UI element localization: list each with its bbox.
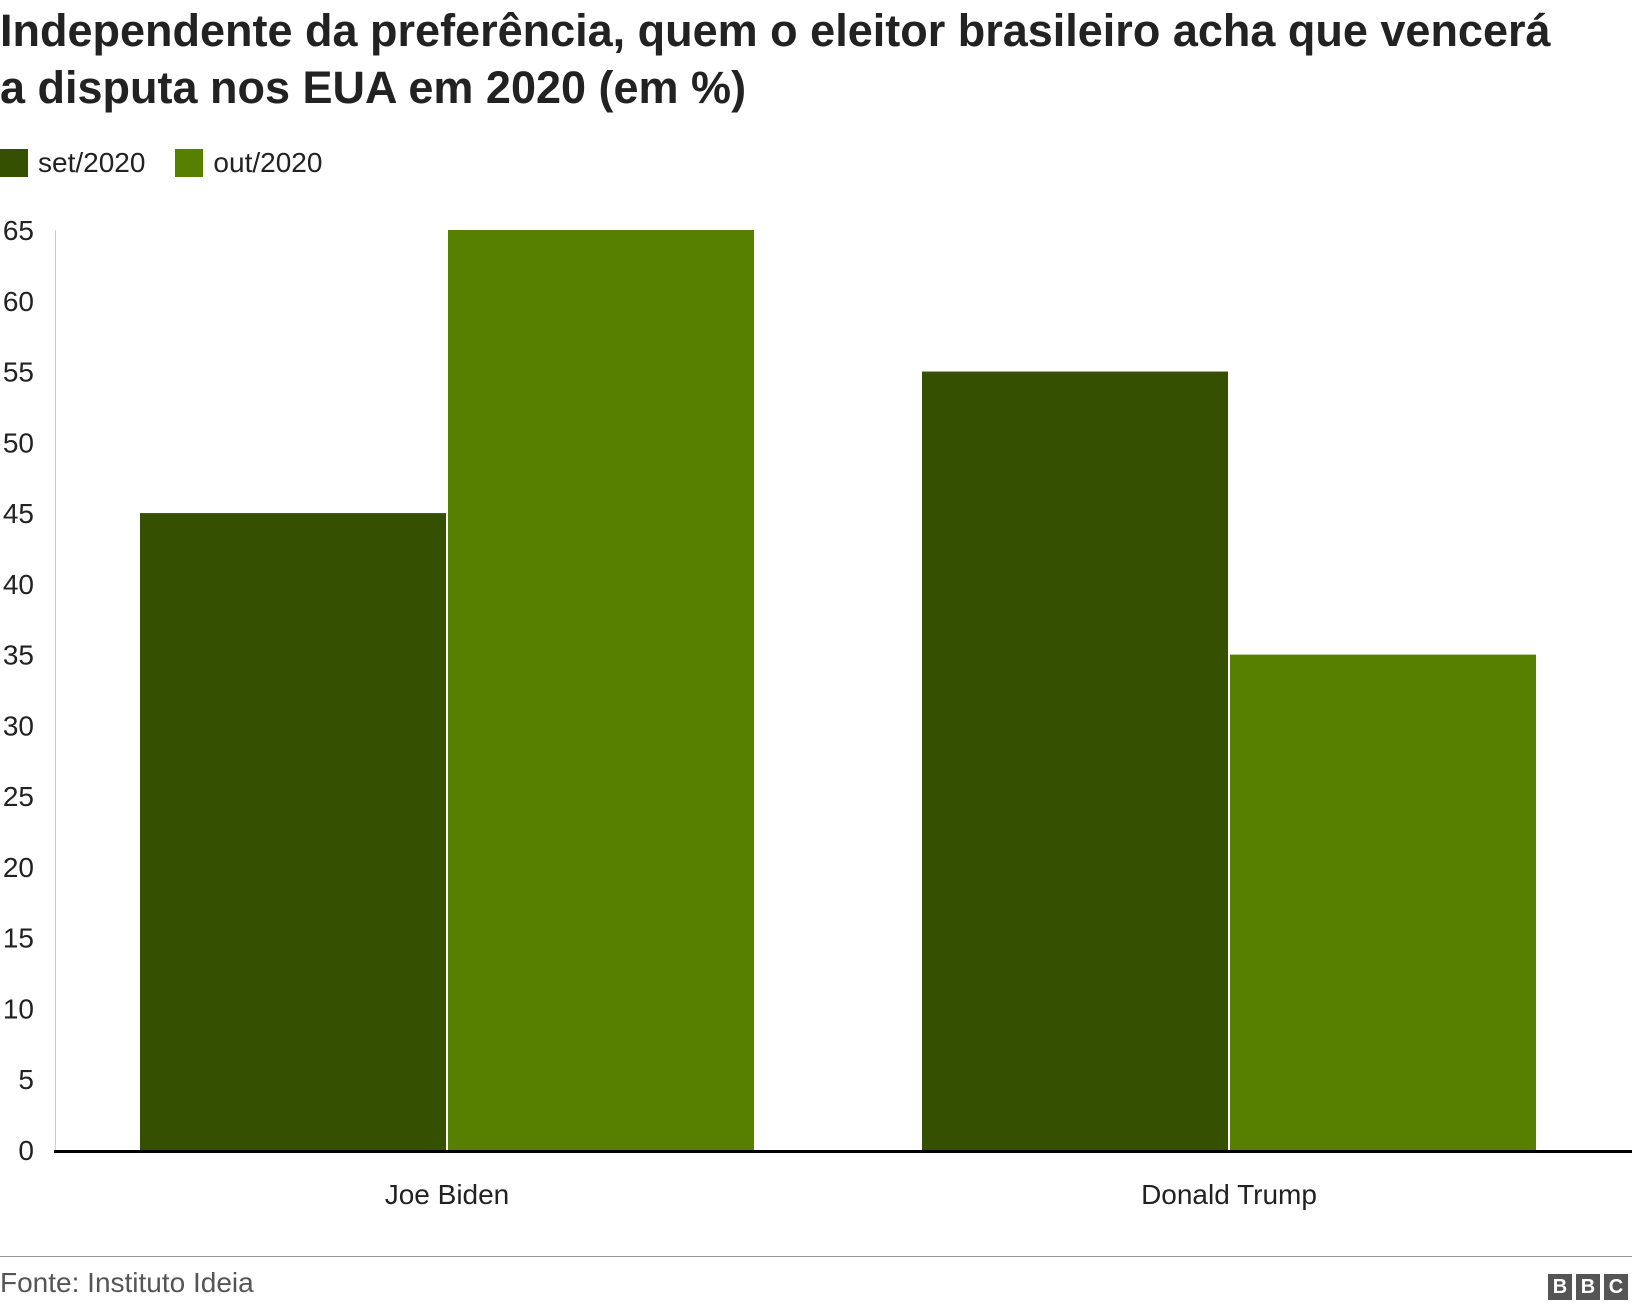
- y-tick-label: 10: [3, 993, 34, 1024]
- footer-divider: [0, 1256, 1632, 1257]
- legend-label-out-2020: out/2020: [213, 147, 323, 178]
- legend-item-out-2020: out/2020: [175, 145, 322, 181]
- y-tick-label: 0: [18, 1135, 34, 1166]
- bar-out-2020-joe-biden: [448, 230, 754, 1150]
- y-tick-label: 60: [3, 286, 34, 317]
- y-tick-label: 50: [3, 427, 34, 458]
- bbc-logo-letter-c: C: [1604, 1274, 1628, 1300]
- legend: set/2020 out/2020: [0, 145, 352, 181]
- legend-swatch-set-2020: [0, 149, 28, 177]
- source-note: Fonte: Instituto Ideia: [0, 1267, 254, 1298]
- y-tick-label: 15: [3, 923, 34, 954]
- y-tick-label: 45: [3, 498, 34, 529]
- bbc-logo-letter-b1: B: [1548, 1274, 1572, 1300]
- bar-set-2020-donald-trump: [922, 371, 1228, 1150]
- y-tick-label: 30: [3, 710, 34, 741]
- bar-out-2020-donald-trump: [1230, 654, 1536, 1150]
- bar-chart: 0 5 10 15 20 25 30 35 40 45 50 55 60 65 Joe Biden Donal…: [3, 215, 1632, 1210]
- y-tick-label: 5: [18, 1064, 34, 1095]
- bbc-logo-letter-b2: B: [1576, 1274, 1600, 1300]
- y-tick-label: 20: [3, 852, 34, 883]
- bar-set-2020-joe-biden: [140, 513, 446, 1150]
- legend-swatch-out-2020: [175, 149, 204, 177]
- x-category-label: Joe Biden: [385, 1179, 510, 1210]
- legend-item-set-2020: set/2020: [0, 145, 145, 181]
- y-tick-label: 35: [3, 640, 34, 671]
- y-tick-label: 65: [3, 215, 34, 246]
- y-tick-label: 40: [3, 569, 34, 600]
- legend-label-set-2020: set/2020: [38, 147, 146, 178]
- bbc-logo: B B C: [1544, 1274, 1628, 1300]
- y-tick-label: 55: [3, 357, 34, 388]
- chart-title: Independente da preferência, quem o elei…: [0, 5, 1551, 113]
- y-tick-label: 25: [3, 781, 34, 812]
- x-category-label: Donald Trump: [1141, 1179, 1317, 1210]
